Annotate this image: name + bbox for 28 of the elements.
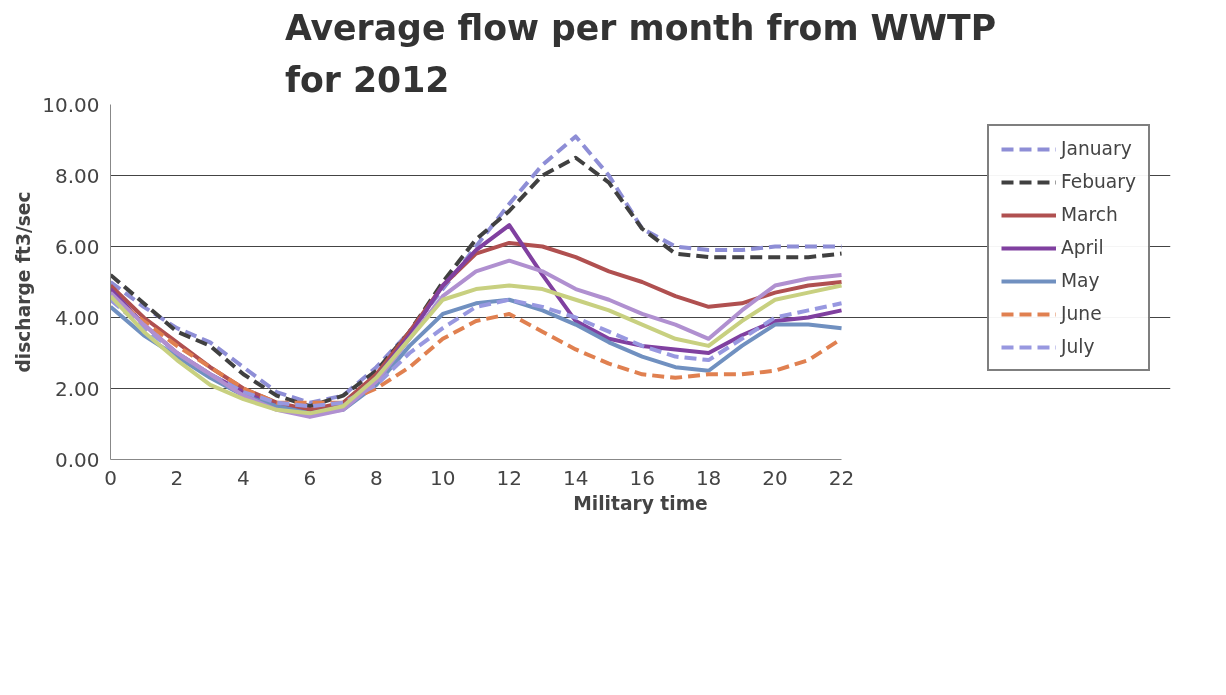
legend-label: June xyxy=(1061,303,1102,324)
x-tick-label: 16 xyxy=(629,465,655,490)
y-tick-label: 4.00 xyxy=(54,305,100,330)
x-tick-label: 20 xyxy=(762,465,788,490)
x-tick-label: 8 xyxy=(369,465,383,490)
y-tick-label: 8.00 xyxy=(54,163,100,188)
legend-label: May xyxy=(1061,270,1100,291)
x-tick-label: 14 xyxy=(562,465,589,490)
legend-label: Febuary xyxy=(1061,171,1136,192)
y-tick-label: 0.00 xyxy=(54,447,100,472)
y-tick-label: 2.00 xyxy=(54,376,100,401)
x-tick-label: 2 xyxy=(170,465,184,490)
x-tick-label: 22 xyxy=(828,465,855,490)
legend-label: March xyxy=(1061,204,1118,225)
x-tick-label: 18 xyxy=(695,465,722,490)
x-tick-label: 0 xyxy=(104,465,117,490)
x-tick-label: 12 xyxy=(496,465,522,490)
chart-title: Average flow per month from WWTP for 2012 xyxy=(284,7,997,100)
legend-label: April xyxy=(1061,237,1104,258)
legend-label: January xyxy=(1061,138,1132,159)
legend-label: July xyxy=(1061,336,1095,357)
y-axis-title: discharge ft3/sec xyxy=(13,191,35,373)
x-tick-label: 4 xyxy=(237,465,250,490)
x-tick-label: 6 xyxy=(303,465,317,490)
x-tick-label: 10 xyxy=(430,465,456,490)
x-axis-title: Military time xyxy=(573,492,708,514)
y-tick-label: 6.00 xyxy=(54,234,100,259)
y-tick-label: 10.00 xyxy=(42,92,100,117)
